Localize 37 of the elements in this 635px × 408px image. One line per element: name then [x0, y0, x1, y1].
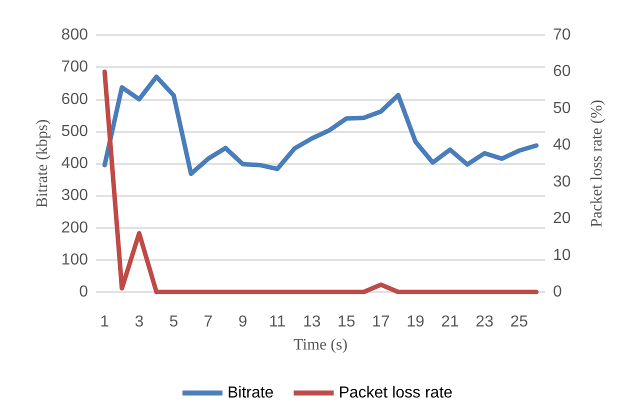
y-tick-label: 300 [61, 187, 88, 204]
x-tick-label: 25 [510, 314, 528, 330]
y2-tick-label: 40 [553, 136, 571, 154]
x-tick-label: 5 [169, 314, 178, 330]
y-tick-label: 400 [61, 155, 88, 172]
x-tick-label: 19 [406, 314, 424, 330]
x-tick-label: 15 [338, 314, 356, 330]
y-tick-label: 600 [61, 90, 88, 108]
y-tick-label: 200 [61, 219, 88, 236]
x-tick-label: 13 [302, 314, 321, 330]
x-tick-label: 3 [134, 314, 144, 330]
x-tick-label: 21 [441, 314, 460, 330]
legend-label: Bitrate [227, 384, 274, 402]
x-tick-label: 7 [204, 314, 213, 330]
y2-tick-label: 20 [553, 210, 571, 228]
y-tick-label: 500 [61, 122, 88, 140]
line-series [102, 74, 539, 176]
y2-tick-label: 60 [553, 63, 571, 80]
y2-axis-title: Packet loss rate (%) [588, 100, 606, 228]
x-tick-label: 17 [372, 314, 390, 330]
x-axis-title: Time (s) [293, 336, 348, 354]
y2-tick-label: 50 [553, 100, 571, 117]
y-tick-label: 700 [61, 58, 88, 76]
x-tick-label: 9 [238, 314, 248, 330]
x-tick-label: 11 [269, 314, 286, 330]
line-series [102, 69, 539, 294]
legend-label: Packet loss rate [338, 384, 453, 402]
x-tick-label: 1 [100, 314, 110, 330]
y-tick-label: 800 [61, 26, 88, 44]
x-tick-label: 23 [476, 314, 494, 330]
y2-tick-label: 10 [553, 246, 571, 264]
y-axis-title: Bitrate (kbps) [34, 119, 51, 208]
y-tick-label: 100 [61, 251, 88, 268]
y2-tick-label: 0 [553, 284, 562, 300]
y2-tick-label: 70 [553, 26, 571, 44]
y-tick-label: 0 [79, 284, 88, 300]
y2-tick-label: 30 [553, 173, 571, 190]
